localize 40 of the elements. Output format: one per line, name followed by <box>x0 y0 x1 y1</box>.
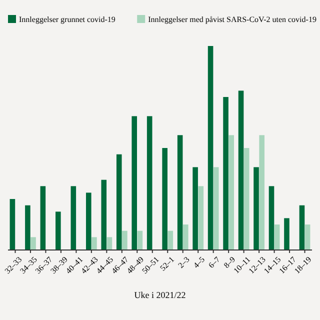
bar <box>132 116 138 250</box>
bar <box>254 167 259 250</box>
legend-label: Innleggelser grunnet covid-19 <box>19 15 116 24</box>
bar <box>122 230 128 250</box>
bar <box>25 205 30 250</box>
legend-label: Innleggelser med påvist SARS-CoV-2 uten covid-19 <box>148 15 316 24</box>
bar <box>86 192 92 250</box>
bar <box>268 186 274 250</box>
bar <box>70 186 76 250</box>
bar <box>208 46 214 250</box>
bar <box>146 116 152 250</box>
bar <box>182 224 188 250</box>
bar <box>137 230 143 250</box>
bar <box>238 90 244 250</box>
bar <box>259 135 264 250</box>
bar <box>223 97 228 250</box>
bar <box>304 224 310 250</box>
bar <box>162 148 168 250</box>
bar <box>198 186 204 250</box>
bar <box>213 167 219 250</box>
x-tick-label: 6–7 <box>206 255 222 270</box>
bar <box>116 154 122 250</box>
bar <box>168 230 174 250</box>
x-axis-title: Uke i 2021/22 <box>134 290 186 300</box>
bar <box>274 224 280 250</box>
bar <box>177 135 183 250</box>
bar <box>299 205 305 250</box>
bar <box>30 237 36 250</box>
bar <box>106 237 112 250</box>
bar <box>228 135 234 250</box>
x-tick-label: 2–3 <box>176 255 192 270</box>
bar <box>244 148 250 250</box>
bar <box>56 212 61 250</box>
bar <box>284 218 290 250</box>
bar <box>40 186 46 250</box>
bar <box>92 237 97 250</box>
bar <box>10 199 16 250</box>
bar <box>192 167 198 250</box>
bar <box>101 180 107 250</box>
x-tick-label: 4–5 <box>192 255 206 270</box>
